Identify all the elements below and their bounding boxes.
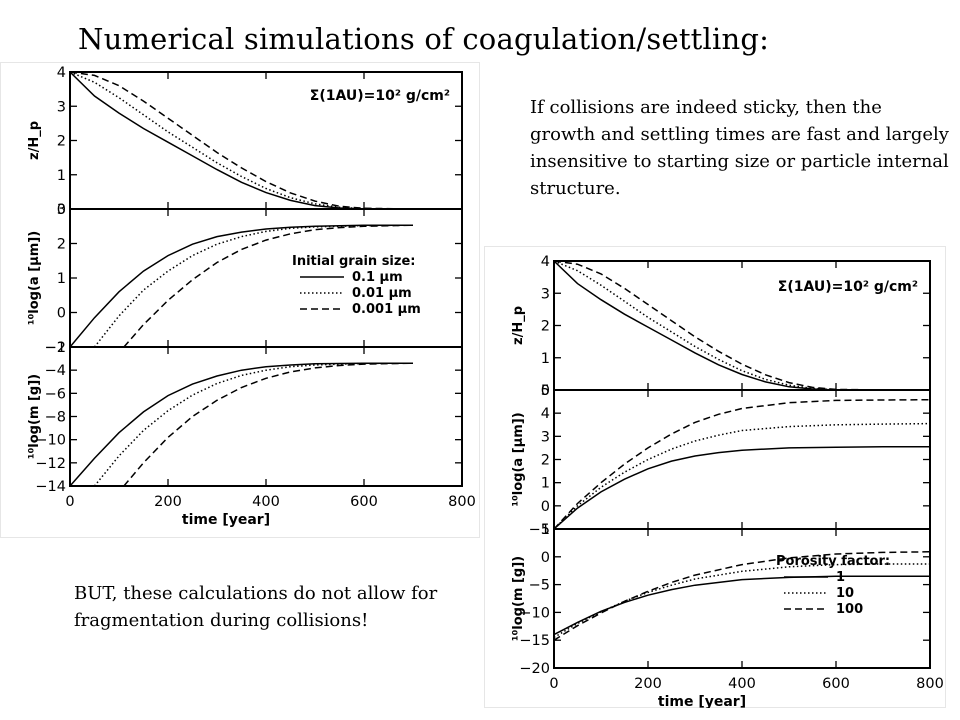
series-line-1 [69,224,413,348]
panel-frame [69,346,463,487]
y-axis-label: ¹⁰log(a [μm]) [511,412,526,506]
legend: Initial grain size:0.1 μm0.01 μm0.001 μm [292,254,421,317]
y-tick-label: 3 [57,202,66,218]
panel-1: 0 1 2 3 4 z/H_p Σ(1AU)=10² g/cm² [511,254,931,399]
x-tick-label: 0 [65,494,74,510]
y-tick-label: −1 [529,522,550,538]
series-line-3 [123,224,414,348]
panel-1: 0 1 2 3 4 z/H_p Σ(1AU)=10² g/cm² [27,65,463,218]
x-tick-label: 600 [350,494,378,510]
x-tick-label: 400 [728,676,756,692]
legend-entry-3: 100 [836,602,863,617]
slide-title: Numerical simulations of coagulation/set… [78,22,770,56]
panel-annotation: Σ(1AU)=10² g/cm² [310,88,450,104]
series-line-3 [553,551,931,641]
series-line-3 [123,362,414,487]
y-axis-label: ¹⁰log(m [g]) [511,556,526,641]
y-tick-label: −2 [45,340,66,356]
y-tick-label: −10 [519,605,550,621]
x-tick-label: 200 [154,494,182,510]
series-line-2 [553,563,930,639]
note-fragmentation: BUT, these calculations do not allow for… [74,583,438,631]
x-tick-label: 400 [252,494,280,510]
y-axis-label: z/H_p [511,306,526,345]
y-tick-label: −4 [45,363,66,379]
y-axis-label: ¹⁰log(m [g]) [27,374,42,459]
y-tick-label: −12 [35,456,66,472]
y-tick-label: −8 [45,410,66,426]
y-tick-label: −15 [519,633,550,649]
y-tick-label: 2 [541,453,550,469]
y-tick-label: −10 [35,433,66,449]
y-axis-label: z/H_p [27,121,42,160]
y-axis-label: ¹⁰log(a [μm]) [27,231,42,325]
y-tick-label: 1 [541,351,550,367]
series-line-1 [69,362,413,487]
panel-3: −14 −12 −10 −8 −6 −4 −2 ¹⁰log(m [g]) [27,340,463,495]
panel-3: −20 −15 −10 −5 0 5 ¹⁰log(m [g]) Porosity factor… [511,522,931,677]
series-line-2 [553,260,930,391]
y-tick-label: −6 [45,386,66,402]
series-line-2 [93,224,414,348]
x-tick-label: 800 [448,494,476,510]
x-axis-label: time [year] [182,512,270,528]
y-tick-label: −5 [529,578,550,594]
series-line-2 [553,422,931,530]
y-tick-label: 1 [57,271,66,287]
y-tick-label: 0 [541,550,550,566]
panel-frame [553,528,931,669]
note-sticky-collisions: If collisions are indeed sticky, then th… [530,97,949,199]
y-tick-label: 0 [57,202,66,218]
x-tick-label: 200 [634,676,662,692]
y-tick-label: −20 [519,661,550,677]
x-tick-label: 0 [549,676,558,692]
y-tick-label: 3 [541,286,550,302]
x-tick-label: 600 [822,676,850,692]
legend-entry-2: 0.01 μm [352,286,412,301]
y-tick-label: −14 [35,479,66,495]
series-line-2 [93,362,414,487]
y-tick-label: 1 [57,168,66,184]
y-tick-label: 3 [57,99,66,115]
y-tick-label: 4 [541,406,550,422]
y-tick-label: 2 [57,237,66,253]
legend-entry-1: 1 [836,570,845,585]
series-line-3 [553,398,931,530]
series-line-3 [553,260,930,391]
series-line-3 [69,71,462,210]
y-tick-label: 4 [541,254,550,270]
y-tick-label: 2 [57,134,66,150]
legend-entry-1: 0.1 μm [352,270,403,285]
y-tick-label: 5 [541,522,550,538]
x-tick-label: 800 [916,676,944,692]
legend-entry-3: 0.001 μm [352,302,421,317]
y-tick-label: 0 [57,306,66,322]
y-tick-label: −1 [45,340,66,356]
y-tick-label: 1 [541,476,550,492]
y-tick-label: 2 [541,319,550,335]
legend-title: Porosity factor: [776,554,890,569]
y-tick-label: 4 [57,65,66,81]
y-tick-label: 0 [541,383,550,399]
figure-background [0,62,480,538]
series-line-1 [553,446,930,530]
panel-annotation: Σ(1AU)=10² g/cm² [778,279,918,295]
legend-entry-2: 10 [836,586,854,601]
legend-title: Initial grain size: [292,254,415,269]
y-tick-label: 3 [541,429,550,445]
y-tick-label: 0 [541,499,550,515]
x-axis-label: time [year] [658,694,746,708]
y-tick-label: 5 [541,383,550,399]
